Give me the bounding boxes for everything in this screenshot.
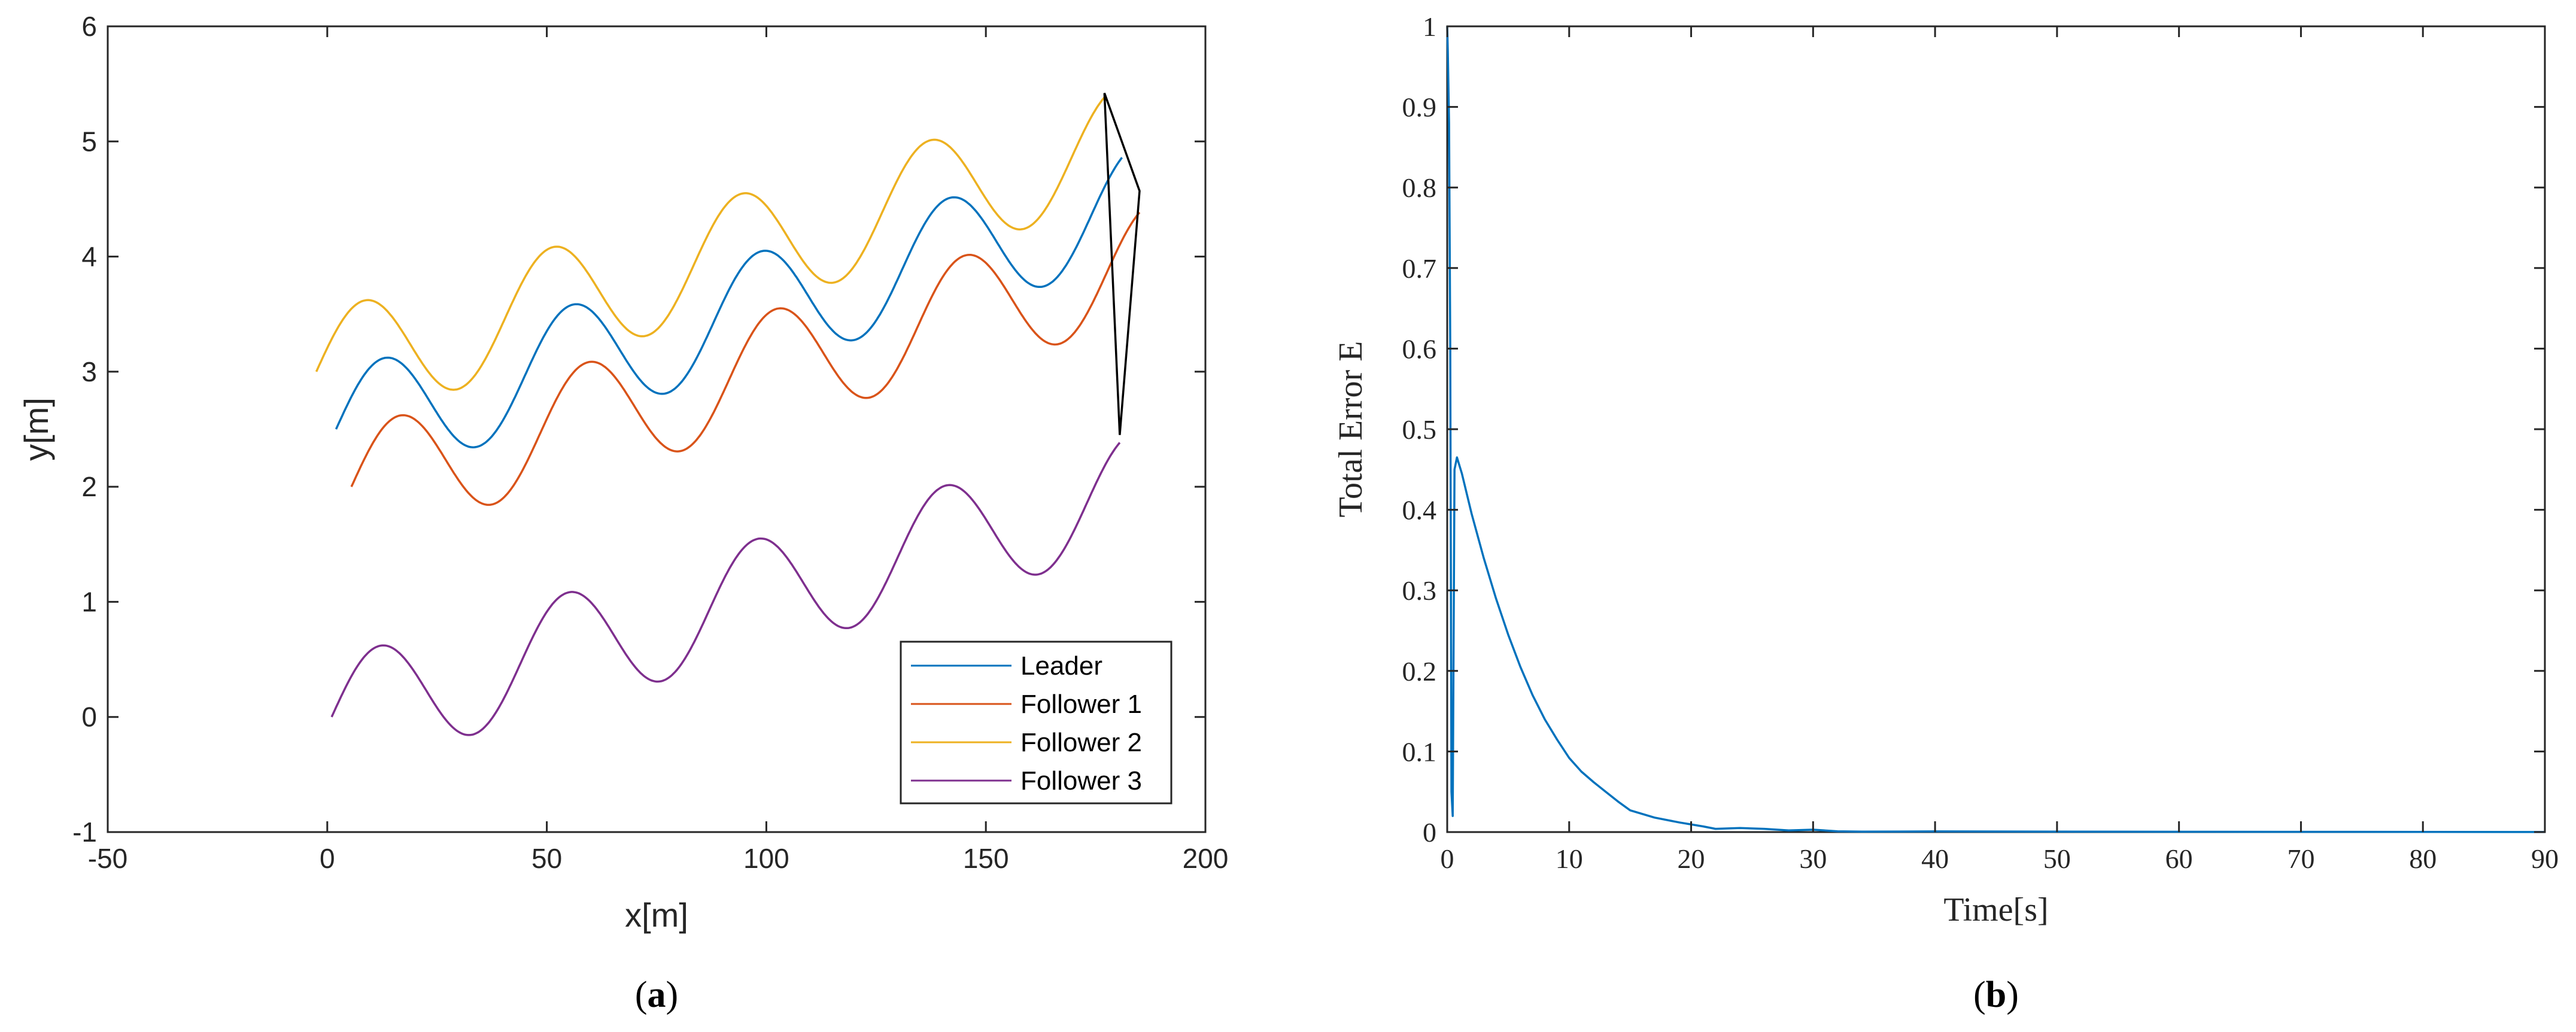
panel-b-x-tick-label: 50 bbox=[2043, 843, 2071, 874]
panel-b-x-tick-label: 90 bbox=[2531, 843, 2559, 874]
panel-a-x-axis-label: x[m] bbox=[625, 896, 688, 934]
caption-a-close: ) bbox=[666, 975, 679, 1015]
panel-b-y-tick-label: 0.2 bbox=[1402, 656, 1437, 687]
series-line-leader bbox=[335, 157, 1123, 448]
panel-a-y-tick-label: -1 bbox=[72, 817, 97, 848]
panel-b-y-tick-label: 0.5 bbox=[1402, 414, 1437, 445]
panel-b-x-axis-label: Time[s] bbox=[1943, 891, 2048, 928]
panel-a-trajectory-plot: -50 0 50 100 150 200 -1 0 1 2 3 4 5 6 x[m] y[m] Leade… bbox=[17, 11, 1228, 1015]
panel-b-x-tick-label: 70 bbox=[2287, 843, 2314, 874]
panel-a-y-axis-label: y[m] bbox=[17, 397, 55, 461]
panel-b-y-tick-label: 0 bbox=[1423, 817, 1436, 848]
panel-a-x-tick-label: -50 bbox=[88, 843, 127, 874]
panel-b-y-tick-label: 1 bbox=[1423, 11, 1436, 42]
legend-label-follower-2: Follower 2 bbox=[1020, 728, 1142, 757]
panel-a-x-tick-label: 50 bbox=[531, 843, 562, 874]
panel-a-ticks-group: -50 0 50 100 150 200 -1 0 1 2 3 4 5 6 bbox=[72, 11, 1228, 874]
series-line-follower-2 bbox=[315, 96, 1105, 391]
panel-a-legend: Leader Follower 1 Follower 2 Follower 3 bbox=[900, 641, 1172, 805]
panel-a-series-group bbox=[315, 96, 1141, 736]
panel-a-y-tick-label: 1 bbox=[81, 586, 97, 617]
panel-b-series-group bbox=[1446, 26, 2545, 833]
caption-b-close: ) bbox=[2006, 975, 2019, 1015]
panel-a-y-tick-label: 6 bbox=[81, 11, 97, 42]
panel-b-x-tick-label: 60 bbox=[2165, 843, 2193, 874]
panel-b-x-tick-label: 40 bbox=[1921, 843, 1949, 874]
legend-label-follower-1: Follower 1 bbox=[1020, 690, 1142, 719]
panel-a-y-tick-label: 0 bbox=[81, 702, 97, 733]
series-line-follower-1 bbox=[350, 211, 1141, 506]
panel-b-x-tick-label: 30 bbox=[1799, 843, 1827, 874]
formation-triangle bbox=[1103, 92, 1141, 435]
panel-a-x-tick-label: 150 bbox=[963, 843, 1009, 874]
panel-b-x-tick-label: 80 bbox=[2409, 843, 2437, 874]
panel-b-y-tick-label: 0.6 bbox=[1402, 333, 1437, 364]
caption-a-open: ( bbox=[635, 975, 648, 1015]
legend-label-follower-3: Follower 3 bbox=[1020, 766, 1142, 796]
panel-b-y-tick-label: 0.9 bbox=[1402, 92, 1437, 123]
panel-a-y-tick-label: 4 bbox=[81, 241, 97, 272]
panel-a-x-tick-label: 100 bbox=[743, 843, 789, 874]
panel-b-ticks-group: 0 10 20 30 40 50 60 70 80 90 0 0.1 0.2 0.3 0.4 0.5 0.6 0.… bbox=[1402, 11, 2559, 874]
panel-b-error-plot: 0 10 20 30 40 50 60 70 80 90 0 0.1 0.2 0.3 0.4 0.5 0.6 0.… bbox=[1332, 11, 2559, 1015]
panel-a-formation-group bbox=[1103, 92, 1141, 435]
panel-b-y-tick-label: 0.1 bbox=[1402, 736, 1437, 767]
panel-a-y-tick-label: 5 bbox=[81, 126, 97, 157]
legend-box bbox=[900, 641, 1172, 805]
panel-a-y-tick-label: 2 bbox=[81, 471, 97, 502]
panel-b-y-tick-label: 0.8 bbox=[1402, 172, 1437, 203]
legend-label-leader: Leader bbox=[1020, 651, 1102, 681]
series-line-follower-3 bbox=[330, 442, 1121, 736]
panel-b-y-tick-label: 0.7 bbox=[1402, 253, 1437, 284]
panel-b-caption: (b) bbox=[1973, 975, 2019, 1015]
panel-b-x-tick-label: 10 bbox=[1556, 843, 1583, 874]
panel-a-x-tick-label: 200 bbox=[1183, 843, 1229, 874]
panel-a-y-tick-label: 3 bbox=[81, 356, 97, 387]
panel-b-y-tick-label: 0.4 bbox=[1402, 495, 1437, 526]
panel-b-axes-box bbox=[1446, 25, 2546, 833]
panel-b-y-axis-label: Total Error E bbox=[1332, 341, 1369, 518]
series-line-total-error bbox=[1446, 26, 2545, 833]
panel-b-x-tick-label: 20 bbox=[1678, 843, 1705, 874]
panel-a-caption: (a) bbox=[635, 975, 678, 1015]
caption-b-letter: b bbox=[1986, 975, 2006, 1015]
caption-b-open: ( bbox=[1973, 975, 1986, 1015]
panel-b-y-tick-label: 0.3 bbox=[1402, 575, 1437, 606]
panel-a-x-tick-label: 0 bbox=[320, 843, 335, 874]
caption-a-letter: a bbox=[648, 975, 666, 1015]
panel-b-x-tick-label: 0 bbox=[1441, 843, 1454, 874]
